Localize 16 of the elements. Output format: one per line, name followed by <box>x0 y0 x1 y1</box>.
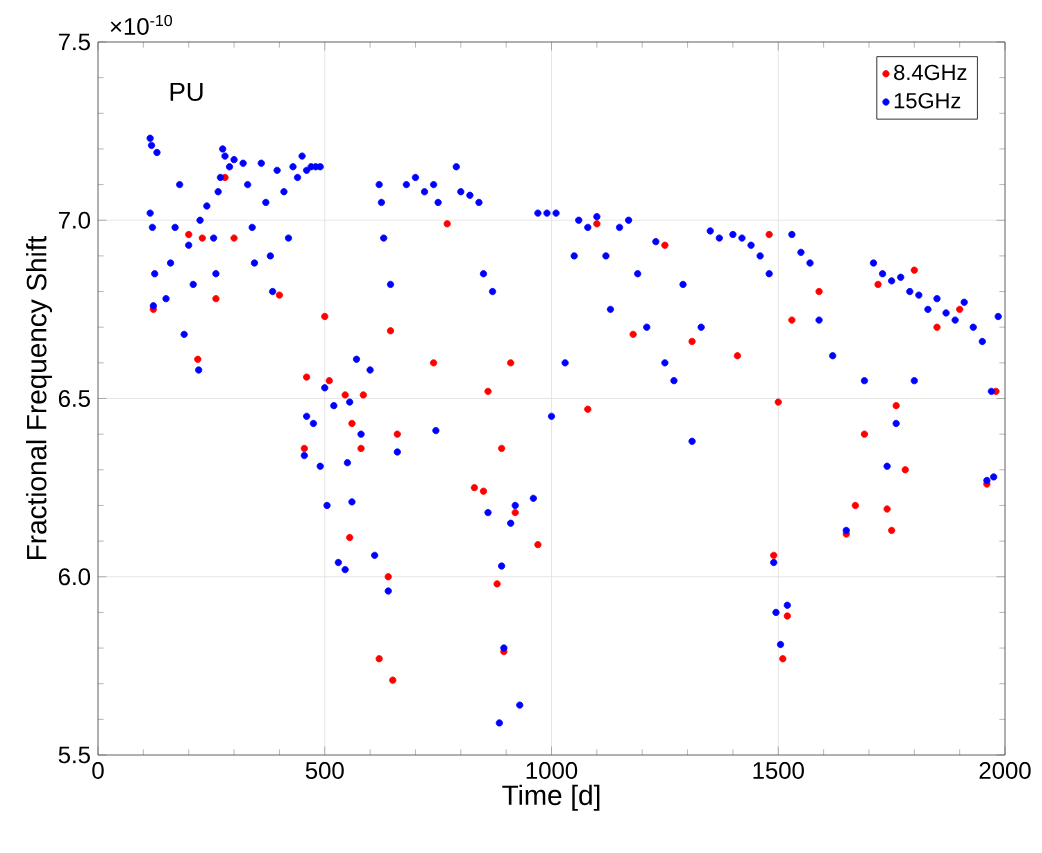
x-tick-label: 2000 <box>979 762 1031 779</box>
y-tick-label: 7.5 <box>58 33 90 51</box>
legend-label: 8.4GHz <box>894 64 967 81</box>
y-tick-label: 6.5 <box>58 390 90 407</box>
y-tick-label: 5.5 <box>58 746 90 764</box>
x-axis-title: Time [d] <box>502 784 600 811</box>
y-tick-label: 6.0 <box>58 568 91 586</box>
text: ×10$^{-10}$ <box>110 14 173 35</box>
x-tick-label: 1500 <box>753 762 804 779</box>
annotation: PU <box>170 82 203 101</box>
x-tick-label: 0 <box>92 762 104 779</box>
x-tick-label: 1000 <box>526 762 578 779</box>
y-tick-label: 7.0 <box>58 211 91 229</box>
y-axis-title: Fractional Frequency Shift <box>26 235 53 560</box>
legend-label: 15GHz <box>894 92 961 109</box>
x-tick-label: 500 <box>305 762 344 779</box>
